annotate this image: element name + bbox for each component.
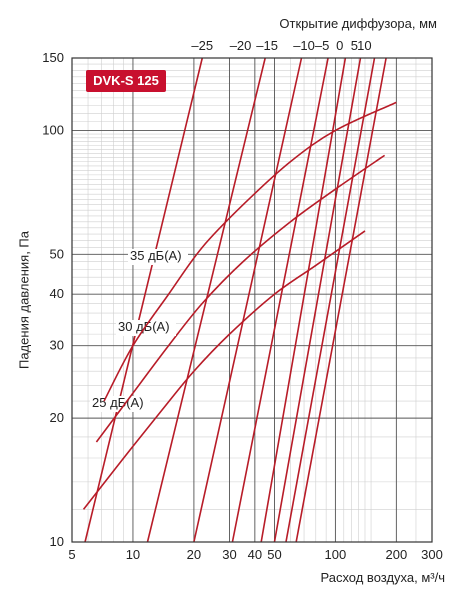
y-tick-label: 20 (50, 410, 64, 425)
curves: 25 дБ(A) 30 дБ(A) 35 дБ(A) (82, 57, 397, 543)
x-tick-label: 100 (325, 547, 347, 562)
noise-curve (95, 154, 386, 443)
top-tick-label: 5 (351, 38, 358, 53)
grid (71, 57, 433, 543)
opening-line (231, 57, 329, 543)
noise-label-bg (116, 320, 176, 336)
x-tick-label: 5 (68, 547, 75, 562)
top-tick-label: 10 (357, 38, 371, 53)
y-axis-title: Падения давления, Па (16, 231, 32, 369)
noise-curve-label: 35 дБ(A) (130, 248, 182, 263)
top-tick-label: 0 (336, 38, 343, 53)
x-tick-label: 10 (126, 547, 140, 562)
y-tick-label: 40 (50, 286, 64, 301)
opening-line (273, 57, 362, 543)
opening-line (285, 57, 376, 543)
model-badge: DVK-S 125 (86, 70, 166, 92)
opening-line (193, 57, 303, 543)
top-tick-label: –10 (293, 38, 315, 53)
y-tick-label: 10 (50, 534, 64, 549)
noise-curve-label: 25 дБ(A) (92, 395, 144, 410)
y-tick-label: 30 (50, 338, 64, 353)
axes (71, 57, 433, 543)
ticks: 5 10 20 30 40 50 100 200 3001020304050100150–25–… (42, 38, 443, 562)
x-tick-label: 50 (267, 547, 281, 562)
y-tick-label: 50 (50, 246, 64, 261)
opening-line (295, 57, 387, 543)
top-tick-label: –15 (256, 38, 278, 53)
x-tick-label: 200 (385, 547, 407, 562)
noise-curve (82, 230, 366, 510)
x-axis-title: Расход воздуха, м³/ч (320, 570, 445, 585)
top-tick-label: –20 (230, 38, 252, 53)
opening-line (260, 57, 347, 543)
noise-curve (103, 101, 397, 402)
top-tick-label: –25 (191, 38, 213, 53)
y-tick-label: 100 (42, 122, 64, 137)
top-tick-label: –5 (315, 38, 329, 53)
x-tick-label: 20 (187, 547, 201, 562)
top-axis-title: Открытие диффузора, мм (279, 16, 437, 31)
opening-line (84, 57, 204, 543)
x-tick-label: 300 (421, 547, 443, 562)
noise-curve-label: 30 дБ(A) (118, 319, 170, 334)
x-tick-label: 40 (248, 547, 262, 562)
plot-frame (71, 57, 433, 543)
x-tick-label: 30 (222, 547, 236, 562)
y-tick-label: 150 (42, 50, 64, 65)
noise-label-bg (128, 249, 188, 265)
